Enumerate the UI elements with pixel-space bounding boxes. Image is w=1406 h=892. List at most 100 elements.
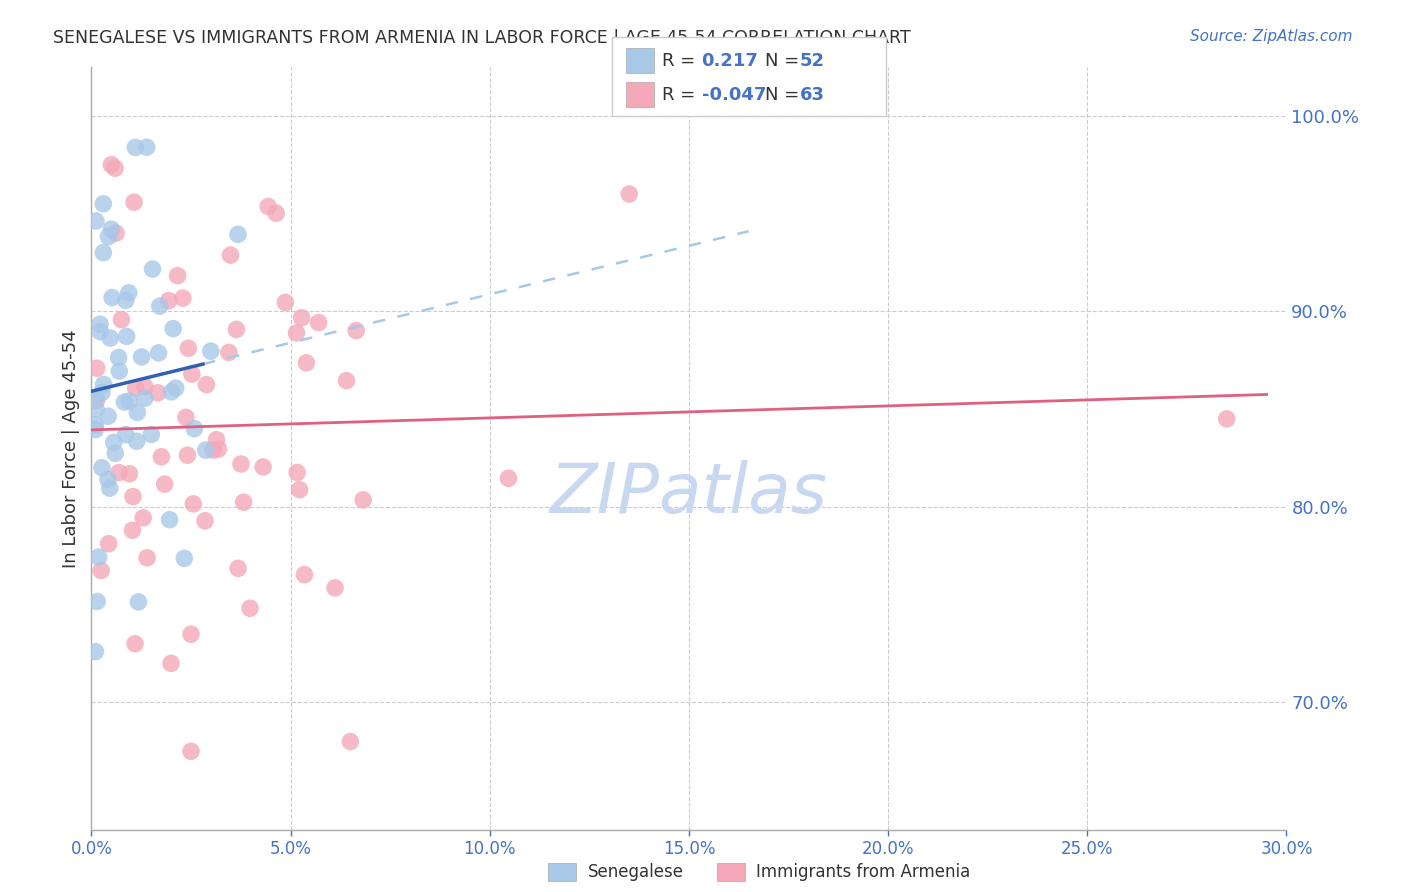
Text: ZIPatlas: ZIPatlas xyxy=(550,460,828,527)
Point xyxy=(159,513,181,527)
Point xyxy=(84,644,107,658)
Point xyxy=(207,442,229,456)
Text: Senegalese: Senegalese xyxy=(588,863,683,881)
Point xyxy=(84,402,107,417)
Text: N =: N = xyxy=(765,52,799,70)
Point xyxy=(285,326,308,340)
Point xyxy=(239,601,262,615)
Point xyxy=(118,285,141,300)
Point xyxy=(93,245,115,260)
Point xyxy=(352,492,374,507)
Text: R =: R = xyxy=(662,86,696,103)
Point xyxy=(150,450,173,464)
Point xyxy=(219,248,242,262)
Point xyxy=(252,459,274,474)
Text: 0.217: 0.217 xyxy=(702,52,758,70)
Point xyxy=(114,293,136,308)
Point xyxy=(98,481,121,495)
Point xyxy=(100,222,122,236)
Point xyxy=(232,495,254,509)
Point xyxy=(86,594,108,608)
Point xyxy=(308,316,330,330)
Point xyxy=(200,344,222,359)
Point xyxy=(122,490,145,504)
Point xyxy=(93,196,115,211)
Point xyxy=(134,380,156,394)
Point xyxy=(134,391,156,405)
Point xyxy=(97,537,120,551)
Point xyxy=(157,293,180,308)
Point xyxy=(89,317,111,331)
Point xyxy=(160,657,183,671)
Point xyxy=(162,321,184,335)
Point xyxy=(131,350,153,364)
Point xyxy=(122,195,145,210)
Point xyxy=(93,377,115,392)
Point xyxy=(149,299,172,313)
Point xyxy=(118,467,141,481)
Point xyxy=(1215,412,1237,426)
Point xyxy=(335,374,357,388)
Point xyxy=(84,417,107,432)
Text: 52: 52 xyxy=(800,52,825,70)
Point xyxy=(127,405,149,419)
Point xyxy=(339,734,361,748)
Point xyxy=(101,291,124,305)
Point xyxy=(84,423,107,437)
Point xyxy=(195,377,218,392)
Point xyxy=(498,471,520,485)
Point xyxy=(160,384,183,399)
Point xyxy=(176,448,198,462)
Point xyxy=(174,410,197,425)
Y-axis label: In Labor Force | Age 45-54: In Labor Force | Age 45-54 xyxy=(62,329,80,567)
Point xyxy=(194,514,217,528)
Point xyxy=(110,312,132,326)
Point xyxy=(97,229,120,244)
Text: Immigrants from Armenia: Immigrants from Armenia xyxy=(756,863,970,881)
Point xyxy=(180,744,202,758)
Point xyxy=(91,460,114,475)
Point xyxy=(274,295,297,310)
Point xyxy=(141,427,163,442)
Point xyxy=(344,324,367,338)
Point xyxy=(108,466,131,480)
Point xyxy=(285,466,308,480)
Point xyxy=(107,351,129,365)
Text: SENEGALESE VS IMMIGRANTS FROM ARMENIA IN LABOR FORCE | AGE 45-54 CORRELATION CHA: SENEGALESE VS IMMIGRANTS FROM ARMENIA IN… xyxy=(53,29,911,47)
Point xyxy=(127,595,149,609)
Text: 63: 63 xyxy=(800,86,825,103)
Point xyxy=(146,385,169,400)
Text: Source: ZipAtlas.com: Source: ZipAtlas.com xyxy=(1189,29,1353,45)
Point xyxy=(115,329,138,343)
Point xyxy=(104,226,127,240)
Point xyxy=(291,310,314,325)
Point xyxy=(121,523,143,537)
Point xyxy=(141,262,163,277)
Point xyxy=(177,341,200,355)
Point xyxy=(257,199,280,213)
Point xyxy=(118,394,141,409)
Point xyxy=(97,409,120,424)
Point xyxy=(226,227,249,242)
Point xyxy=(288,483,311,497)
Point xyxy=(194,443,217,458)
Point xyxy=(112,395,135,409)
Text: -0.047: -0.047 xyxy=(702,86,766,103)
Point xyxy=(180,367,202,381)
Point xyxy=(323,581,346,595)
Point xyxy=(84,214,107,228)
Point xyxy=(104,161,127,176)
Point xyxy=(172,291,194,305)
Point xyxy=(132,511,155,525)
Point xyxy=(86,393,108,408)
Point xyxy=(173,551,195,566)
Point xyxy=(135,140,157,154)
Point xyxy=(148,346,170,360)
Point xyxy=(97,473,120,487)
Point xyxy=(226,561,249,575)
Point xyxy=(205,433,228,447)
Point xyxy=(218,345,240,359)
Point xyxy=(90,564,112,578)
Point xyxy=(91,385,114,400)
Point xyxy=(114,427,136,442)
